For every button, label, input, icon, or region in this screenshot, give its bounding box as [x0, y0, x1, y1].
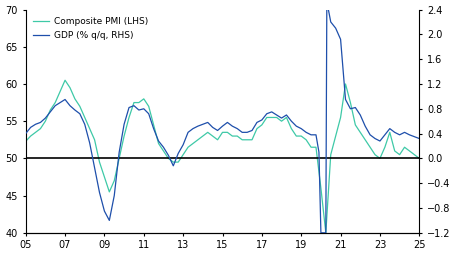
- GDP (% q/q, RHS): [91, 166, 97, 169]
- Composite PMI (LHS): [352, 123, 357, 126]
- Composite PMI (LHS): [416, 157, 421, 160]
- Composite PMI (LHS): [62, 79, 68, 82]
- Composite PMI (LHS): [318, 187, 323, 190]
- GDP (% q/q, RHS): [318, 231, 323, 234]
- Composite PMI (LHS): [23, 140, 28, 143]
- GDP (% q/q, RHS): [165, 154, 171, 157]
- Composite PMI (LHS): [273, 116, 279, 119]
- Composite PMI (LHS): [323, 231, 328, 234]
- Composite PMI (LHS): [244, 138, 249, 141]
- GDP (% q/q, RHS): [151, 127, 156, 130]
- Line: Composite PMI (LHS): Composite PMI (LHS): [25, 80, 419, 233]
- GDP (% q/q, RHS): [324, 5, 329, 8]
- GDP (% q/q, RHS): [23, 132, 28, 135]
- GDP (% q/q, RHS): [401, 131, 406, 134]
- Legend: Composite PMI (LHS), GDP (% q/q, RHS): Composite PMI (LHS), GDP (% q/q, RHS): [30, 14, 150, 43]
- Composite PMI (LHS): [386, 131, 392, 134]
- GDP (% q/q, RHS): [416, 137, 421, 140]
- Line: GDP (% q/q, RHS): GDP (% q/q, RHS): [25, 6, 419, 233]
- GDP (% q/q, RHS): [146, 112, 151, 115]
- Composite PMI (LHS): [371, 153, 377, 156]
- GDP (% q/q, RHS): [229, 125, 235, 128]
